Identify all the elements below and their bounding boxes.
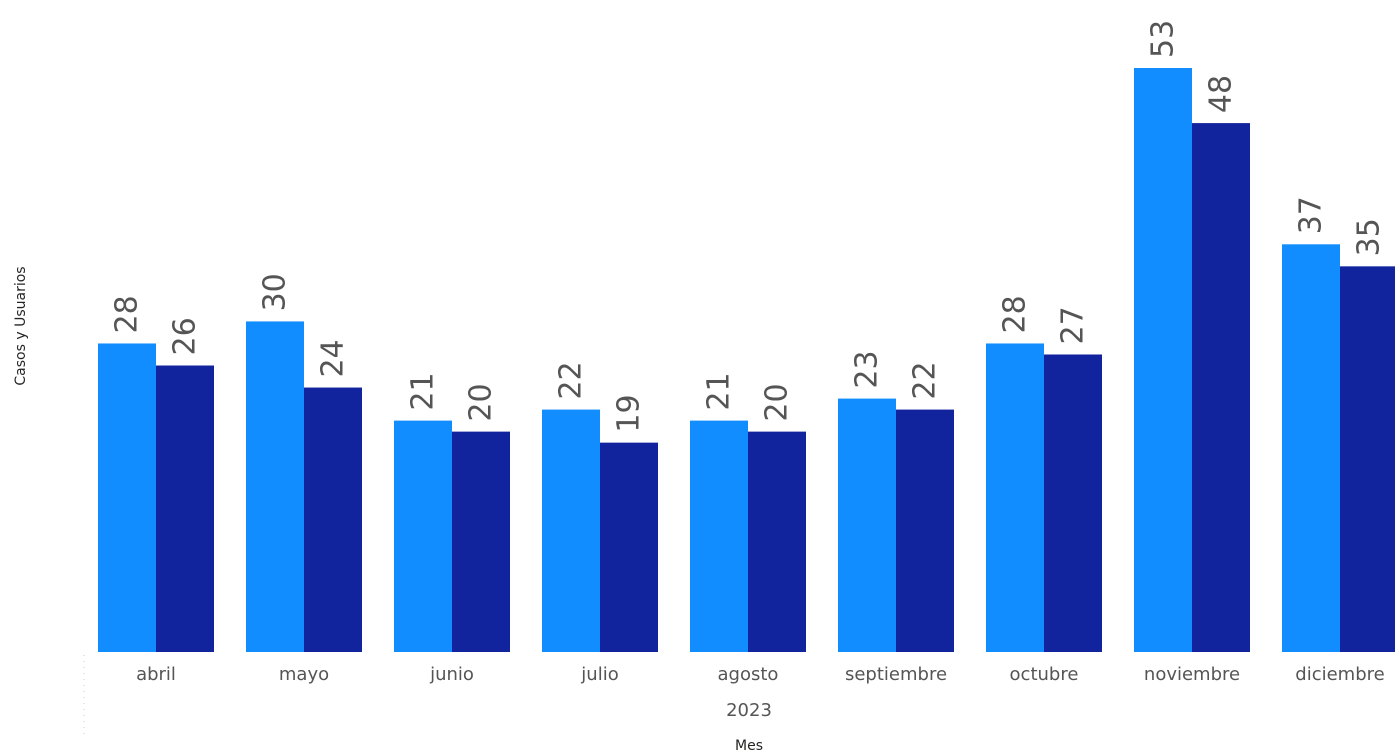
y-axis-title: Casos y Usuarios (13, 266, 29, 385)
value-label-octubre-series-1: 28 (998, 295, 1033, 333)
bar-septiembre-series-1 (838, 398, 896, 652)
bar-agosto-series-2 (748, 431, 806, 652)
bar-mayo-series-2 (304, 387, 362, 652)
bar-junio-series-2 (452, 431, 510, 652)
bar-noviembre-series-1 (1134, 68, 1192, 652)
x-tick-label-abril: abril (136, 664, 176, 685)
x-axis-title: Mes (735, 738, 763, 754)
bar-octubre-series-1 (986, 343, 1044, 652)
bar-mayo-series-1 (246, 321, 304, 652)
bar-agosto-series-1 (690, 420, 748, 652)
x-tick-label-diciembre: diciembre (1295, 664, 1384, 685)
value-label-diciembre-series-2: 35 (1352, 218, 1387, 256)
value-label-septiembre-series-2: 22 (908, 361, 943, 399)
bar-noviembre-series-2 (1192, 123, 1250, 652)
bar-septiembre-series-2 (896, 409, 954, 652)
value-label-julio-series-2: 19 (612, 394, 647, 432)
bar-diciembre-series-2 (1340, 266, 1395, 652)
x-tick-label-octubre: octubre (1010, 664, 1079, 685)
value-label-abril-series-1: 28 (110, 295, 145, 333)
bar-julio-series-2 (600, 442, 658, 652)
value-label-mayo-series-1: 30 (258, 273, 293, 311)
bar-diciembre-series-1 (1282, 244, 1340, 652)
x-tick-label-mayo: mayo (279, 664, 329, 685)
x-tick-label-junio: junio (429, 664, 474, 685)
value-label-julio-series-1: 22 (554, 361, 589, 399)
bar-junio-series-1 (394, 420, 452, 652)
value-label-mayo-series-2: 24 (316, 339, 351, 377)
x-tick-label-julio: julio (580, 664, 618, 685)
value-labels-layer: 28 26 30 24 21 20 22 19 21 20 23 22 28 27 53 48 37 35 (110, 20, 1387, 433)
value-label-agosto-series-1: 21 (702, 372, 737, 410)
x-tick-label-septiembre: septiembre (845, 664, 947, 685)
x-tick-label-agosto: agosto (718, 664, 779, 685)
value-label-agosto-series-2: 20 (760, 383, 795, 421)
bar-abril-series-2 (156, 365, 214, 652)
year-label: 2023 (726, 700, 772, 721)
bar-abril-series-1 (98, 343, 156, 652)
bars-layer (98, 68, 1395, 652)
value-label-noviembre-series-1: 53 (1146, 20, 1181, 58)
value-label-diciembre-series-1: 37 (1294, 196, 1329, 234)
bar-julio-series-1 (542, 409, 600, 652)
value-label-octubre-series-2: 27 (1056, 306, 1091, 344)
x-tick-labels: abril mayo junio julio agosto septiembre octub… (136, 664, 1385, 685)
value-label-noviembre-series-2: 48 (1204, 75, 1239, 113)
x-tick-label-noviembre: noviembre (1144, 664, 1240, 685)
value-label-septiembre-series-1: 23 (850, 350, 885, 388)
value-label-abril-series-2: 26 (168, 317, 203, 355)
value-label-junio-series-2: 20 (464, 383, 499, 421)
bar-octubre-series-2 (1044, 354, 1102, 652)
value-label-junio-series-1: 21 (406, 372, 441, 410)
